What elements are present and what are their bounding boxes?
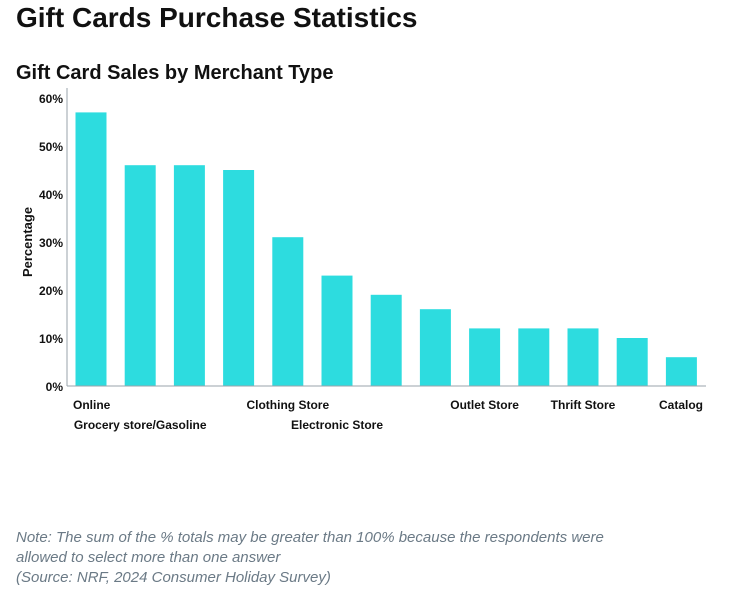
bar <box>321 275 353 386</box>
bar <box>272 237 304 386</box>
x-tick-label: Grocery store/Gasoline <box>74 418 207 432</box>
bar <box>518 328 550 386</box>
x-axis-labels: Online Grocery store/Gasoline Clothing Sto… <box>73 398 703 432</box>
bar <box>567 328 599 386</box>
y-axis-ticks: 0% 10% 20% 30% 40% 50% 60% <box>39 92 63 394</box>
chart-title: Gift Card Sales by Merchant Type <box>16 62 334 84</box>
y-tick-label: 10% <box>39 332 63 346</box>
x-tick-label: Electronic Store <box>291 418 383 432</box>
bar <box>75 112 107 387</box>
bar <box>469 328 501 386</box>
y-tick-label: 40% <box>39 188 63 202</box>
bar-chart: 0% 10% 20% 30% 40% 50% 60% Online Grocery store… <box>20 88 706 432</box>
x-tick-label: Thrift Store <box>551 398 616 412</box>
y-tick-label: 50% <box>39 140 63 154</box>
y-tick-label: 20% <box>39 284 63 298</box>
bar <box>223 170 255 386</box>
bar <box>173 165 205 386</box>
bar <box>124 165 156 386</box>
bar <box>665 357 697 386</box>
x-tick-label: Outlet Store <box>450 398 519 412</box>
bar <box>616 338 648 386</box>
y-tick-label: 30% <box>39 236 63 250</box>
y-tick-label: 60% <box>39 92 63 106</box>
y-tick-label: 0% <box>46 380 64 394</box>
bars <box>75 112 697 387</box>
bar <box>419 309 451 386</box>
note-line-1: Note: The sum of the % totals may be gre… <box>16 529 604 546</box>
x-tick-label: Clothing Store <box>246 398 329 412</box>
x-tick-label: Online <box>73 398 111 412</box>
source-line: (Source: NRF, 2024 Consumer Holiday Surv… <box>16 569 331 586</box>
footnote: Note: The sum of the % totals may be gre… <box>16 528 716 588</box>
bar <box>370 294 402 386</box>
note-line-2: allowed to select more than one answer <box>16 549 281 566</box>
y-axis-label: Percentage <box>20 207 35 277</box>
page-title: Gift Cards Purchase Statistics <box>16 2 418 33</box>
x-tick-label: Catalog <box>659 398 703 412</box>
